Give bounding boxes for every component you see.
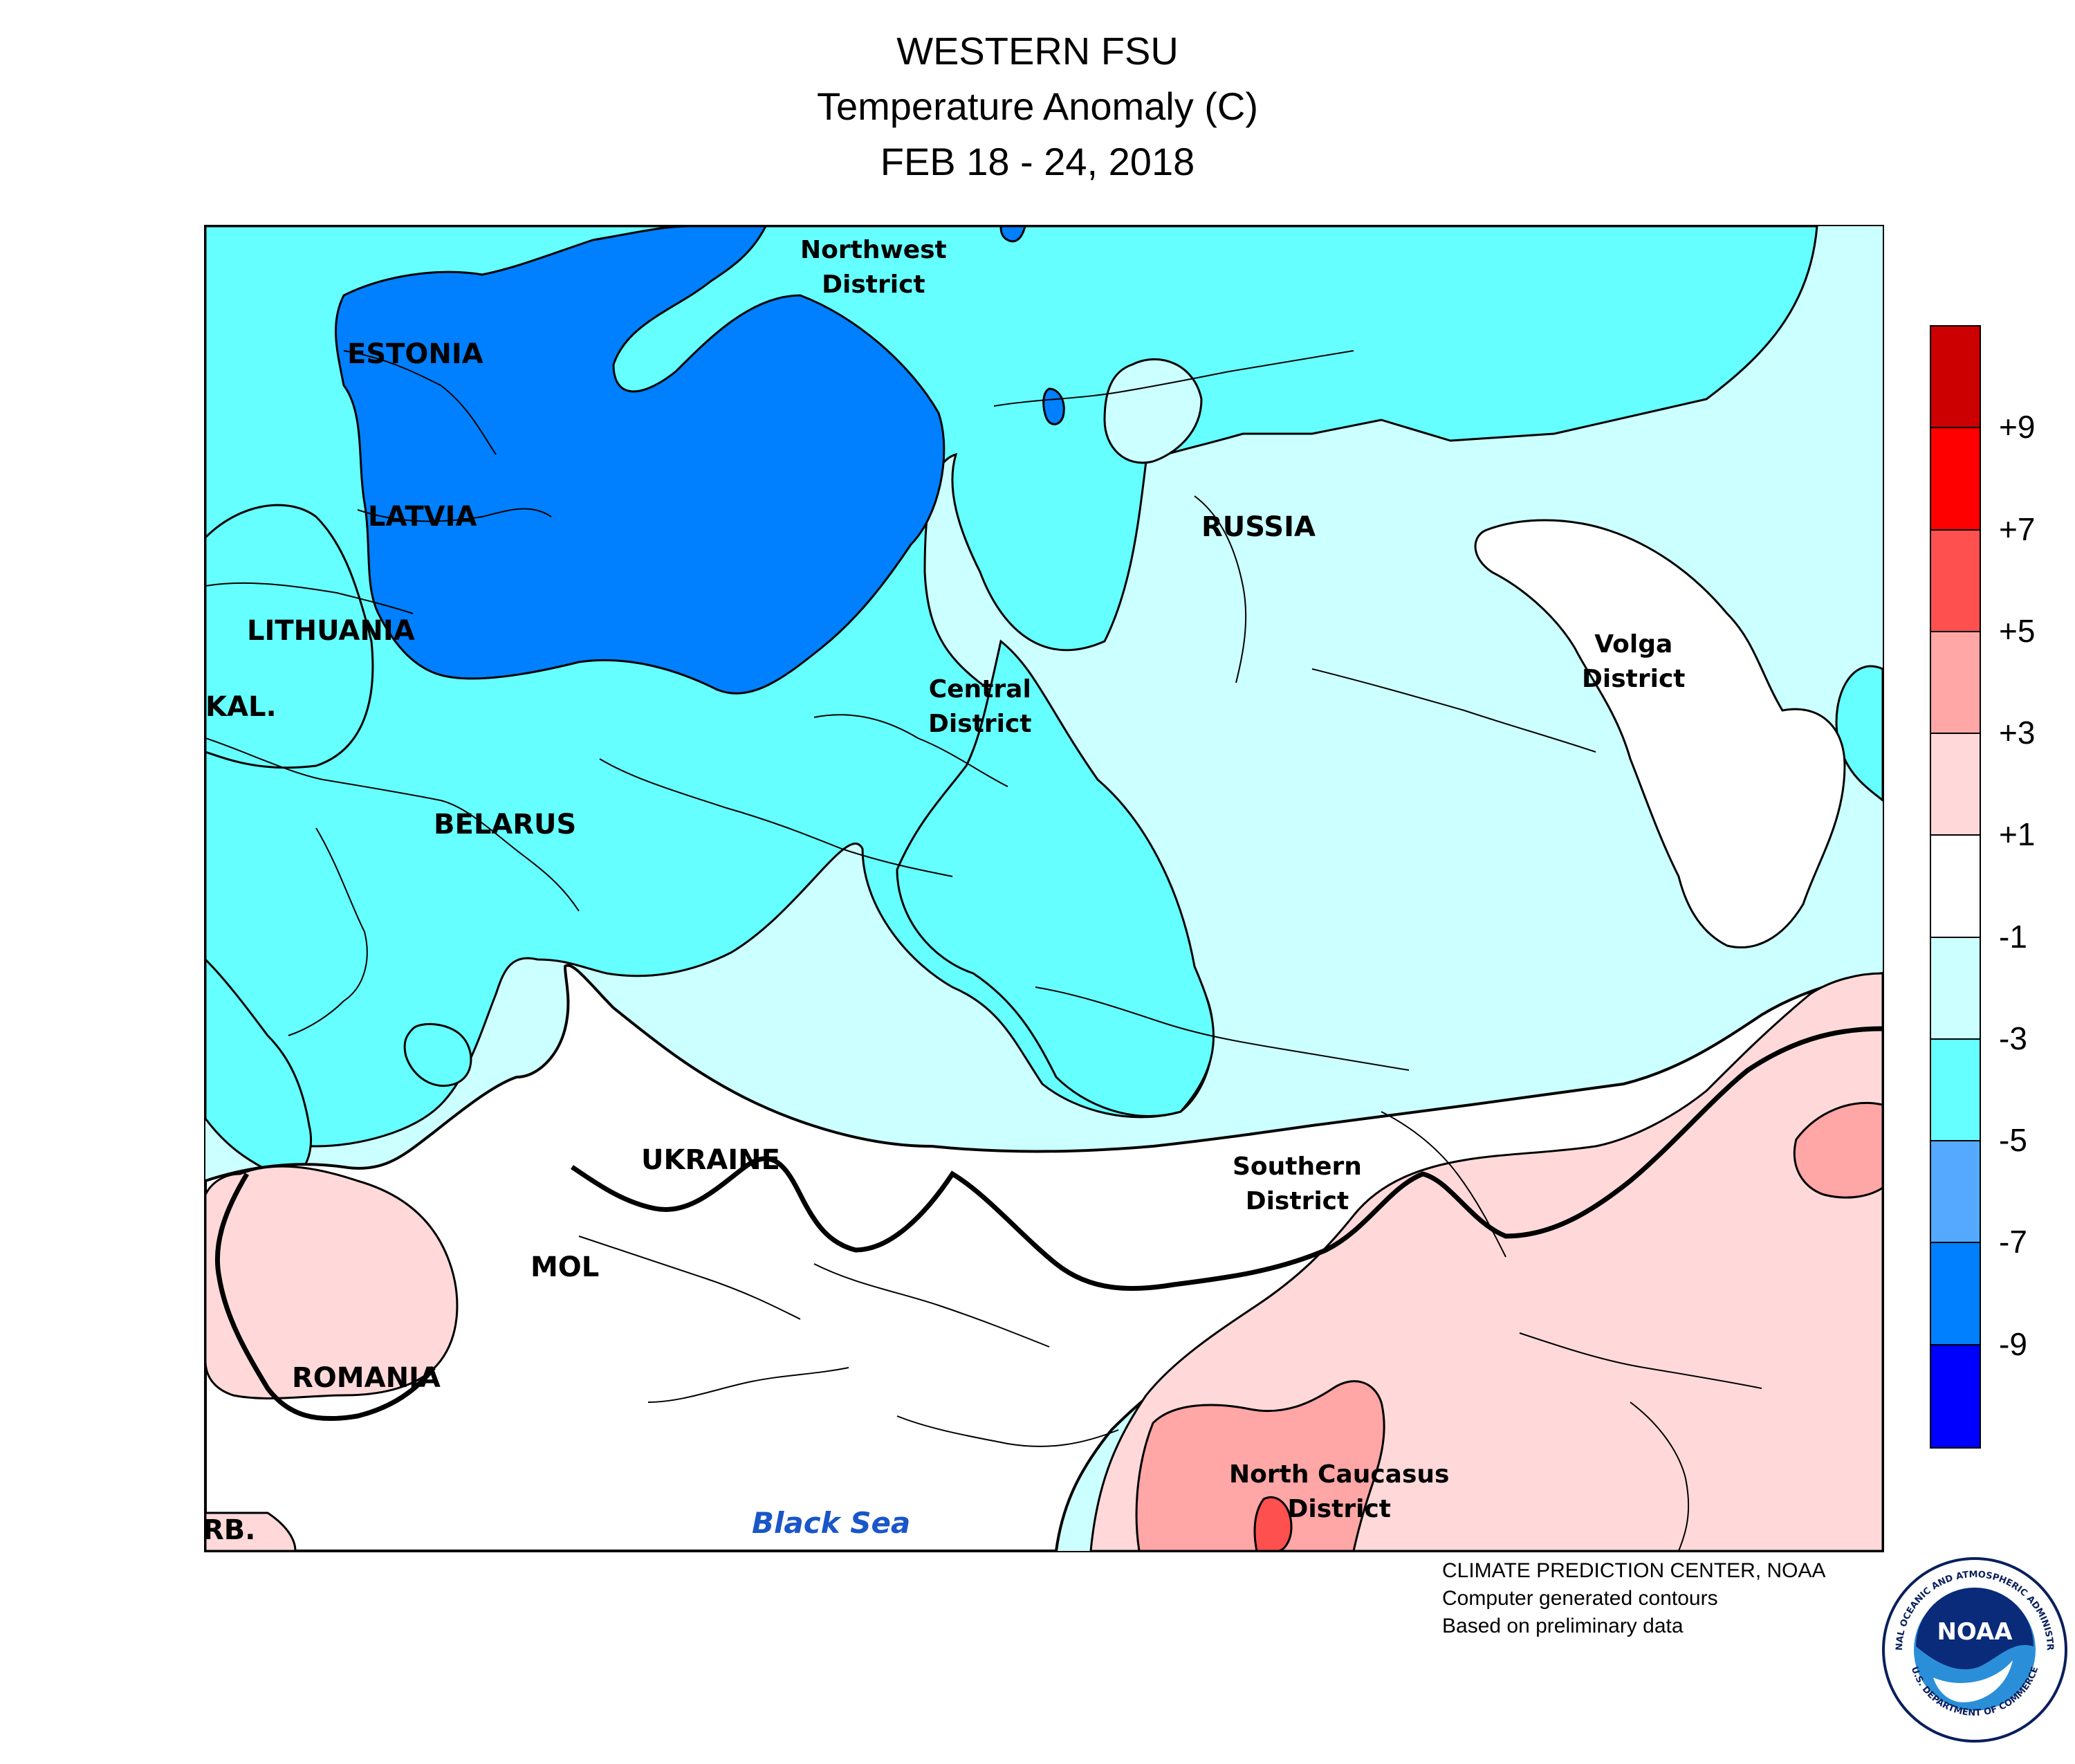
anomaly-region-minus3-to-minus5-central [896,639,1215,1117]
map-date-range: FEB 18 - 24, 2018 [880,140,1195,183]
legend-swatch [1931,327,1980,429]
anomaly-map: Northwest District ESTONIA LATVIA LITHUAN… [204,225,1884,1552]
label-kaliningrad: KAL. [205,691,277,723]
legend-swatch [1931,937,1980,1040]
anomaly-region-minus7-to-minus9-tiny [999,226,1026,243]
label-romania: ROMANIA [292,1362,441,1394]
contour-west-line [214,1173,436,1422]
label-estonia: ESTONIA [347,338,483,370]
legend-swatch [1931,1039,1980,1142]
legend-swatch [1931,1141,1980,1244]
map-title: WESTERN FSU [896,29,1179,73]
contour-zero-line [571,1026,1883,1292]
legend-tick-label: -9 [1999,1325,2027,1362]
anomaly-region-minus1-to-minus3-pocket-north [1103,358,1203,464]
label-belarus: BELARUS [434,809,577,840]
label-ukraine: UKRAINE [641,1144,780,1176]
map-subtitle: Temperature Anomaly (C) [816,84,1258,128]
label-lithuania: LITHUANIA [247,615,415,647]
anomaly-region-minus1-to-plus1-volga [1474,519,1846,948]
anomaly-region-plus1-to-plus3-serbia [205,1512,297,1551]
label-southern-district: Southern District [1233,1152,1362,1215]
legend-swatch [1931,530,1980,632]
credit-method: Computer generated contours [1442,1587,1718,1610]
label-black-sea: Black Sea [752,1506,911,1540]
label-central-district: Central District [928,675,1032,738]
label-russia: RUSSIA [1201,511,1316,543]
anomaly-region-plus3-to-plus5-caucasus [1135,1380,1385,1551]
legend-tick-label: -5 [1999,1122,2027,1159]
label-northwest-district: Northwest District [800,236,947,299]
anomaly-region-minus3-to-minus5-baltic [205,504,374,769]
admin-borders [205,350,1762,1551]
legend-tick-label: -7 [1999,1224,2027,1260]
anomaly-region-plus5-to-plus7 [1253,1496,1293,1551]
legend-tick-label: -1 [1999,918,2027,955]
legend-tick-label: +5 [1999,612,2036,649]
noaa-logo: NOAA NATIONAL OCEANIC AND ATMOSPHERIC AD… [1881,1556,2067,1743]
anomaly-region-minus3-to-minus5-ukraine [403,1022,472,1087]
legend-swatch [1931,428,1980,531]
legend-tick-label: +7 [1999,511,2036,547]
color-legend [1930,325,1981,1449]
legend-tick-label: +9 [1999,409,2036,445]
credit-note: Based on preliminary data [1442,1615,1684,1637]
credit-source: CLIMATE PREDICTION CENTER, NOAA [1442,1559,1826,1582]
legend-swatch [1931,1243,1980,1345]
anomaly-contours [205,226,1883,1551]
anomaly-region-minus7-to-minus9 [334,226,946,695]
legend-tick-label: -3 [1999,1020,2027,1056]
anomaly-region-plus1-to-plus3-southeast [1089,972,1883,1551]
legend-tick-label: +1 [1999,816,2036,853]
anomaly-region-minus3-to-minus5-west [205,957,313,1179]
legend-swatch [1931,734,1980,836]
label-moldova: MOL [531,1251,600,1283]
legend-swatch [1931,632,1980,735]
label-north-caucasus-district: North Caucasus District [1229,1460,1450,1523]
label-volga-district: Volga District [1582,630,1686,693]
legend-swatch [1931,836,1980,938]
anomaly-region-plus3-to-plus5-east [1793,1101,1883,1199]
legend-swatch [1931,1345,1980,1447]
label-latvia: LATVIA [368,501,477,533]
legend-tick-label: +3 [1999,715,2036,751]
label-serbia: RB. [204,1514,256,1546]
noaa-logo-text: NOAA [1937,1618,2013,1646]
